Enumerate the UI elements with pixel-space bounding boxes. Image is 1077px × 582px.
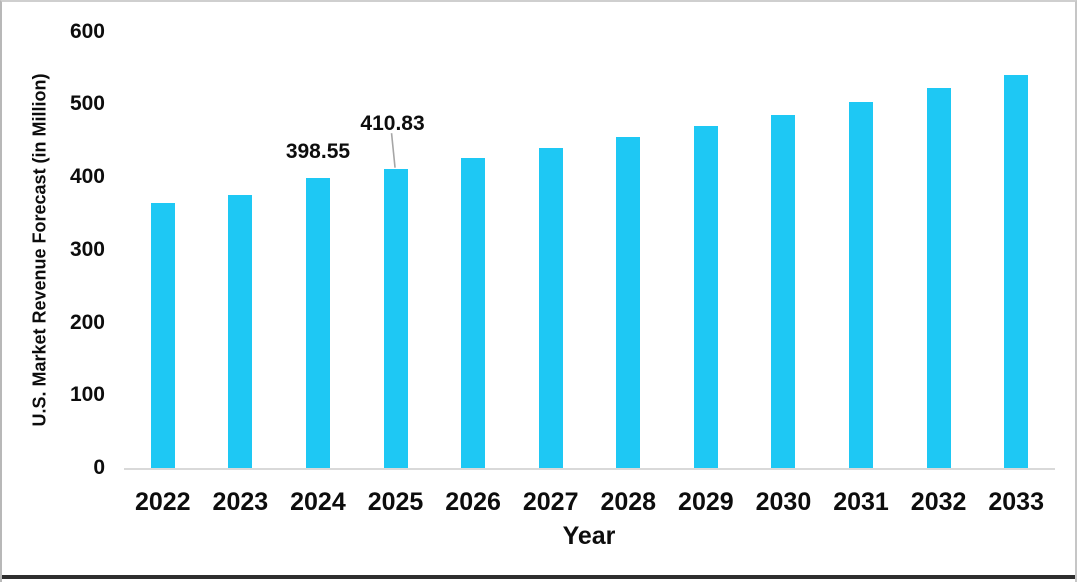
x-tick-label-2031: 2031 [833, 488, 889, 516]
bar-2023 [228, 194, 253, 468]
bar-2031 [849, 102, 874, 468]
bar-2033 [1004, 74, 1029, 468]
x-tick-label-2029: 2029 [678, 488, 734, 516]
x-tick-label-2025: 2025 [367, 488, 424, 516]
y-tick-label-400: 400 [69, 165, 105, 189]
y-tick-label-0: 0 [93, 456, 105, 479]
x-axis-title: Year [562, 522, 616, 550]
bar-2029 [693, 126, 718, 468]
y-tick-label-200: 200 [69, 310, 105, 334]
data-label-2024: 398.55 [285, 140, 351, 164]
x-tick-label-2023: 2023 [212, 488, 269, 516]
bottom-divider [2, 575, 1075, 579]
y-tick-label-100: 100 [69, 383, 105, 407]
y-tick-label-500: 500 [69, 92, 105, 116]
bar-2024 [305, 178, 330, 468]
x-tick-label-2027: 2027 [522, 488, 579, 516]
x-tick-label-2024: 2024 [290, 488, 346, 516]
bar-2026 [461, 158, 486, 468]
bar-2025 [383, 169, 408, 468]
bar-2022 [150, 202, 175, 468]
x-tick-label-2022: 2022 [134, 488, 191, 516]
y-tick-label-300: 300 [69, 237, 105, 261]
bar-2030 [771, 114, 796, 468]
x-tick-label-2026: 2026 [445, 488, 501, 516]
bar-2028 [616, 137, 641, 468]
data-label-2025: 410.83 [360, 112, 425, 136]
y-tick-label-600: 600 [69, 19, 105, 43]
x-tick-label-2032: 2032 [910, 488, 967, 516]
x-tick-label-2033: 2033 [988, 488, 1044, 516]
x-tick-label-2028: 2028 [600, 488, 657, 516]
x-axis-line [124, 468, 1055, 470]
x-tick-label-2030: 2030 [755, 488, 812, 516]
bar-2027 [538, 147, 563, 468]
bar-2032 [926, 88, 951, 468]
